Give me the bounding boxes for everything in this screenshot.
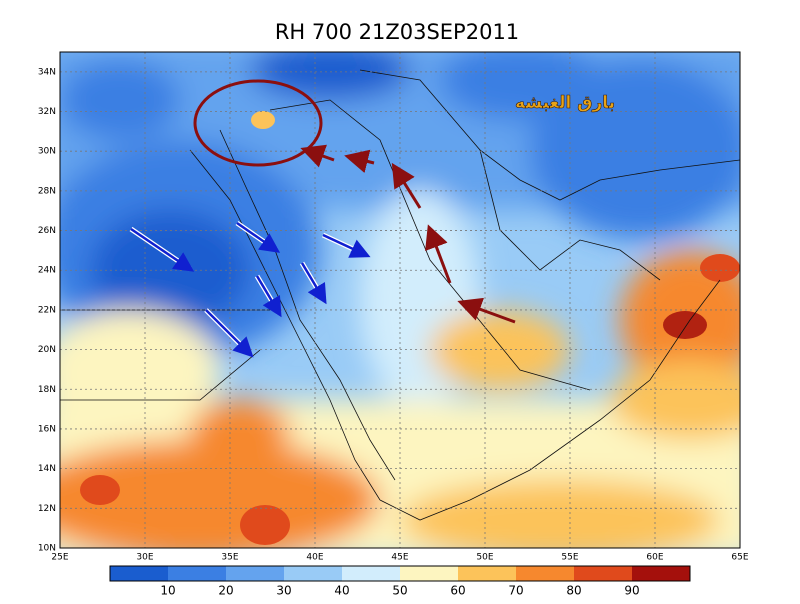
lat-label: 34N <box>38 67 56 77</box>
map-frame <box>59 51 741 549</box>
colorbar-swatch <box>458 566 516 581</box>
colorbar-label: 50 <box>392 584 407 598</box>
lon-label: 40E <box>306 553 323 563</box>
lat-label: 24N <box>38 266 56 276</box>
lat-label: 10N <box>38 544 56 554</box>
lon-label: 35E <box>221 553 238 563</box>
lon-label: 30E <box>136 553 153 563</box>
colorbar-swatch <box>632 566 690 581</box>
lon-label: 25E <box>51 553 68 563</box>
colorbar-label: 40 <box>334 584 349 598</box>
rh-field <box>60 52 740 548</box>
colorbar-label: 60 <box>450 584 465 598</box>
watermark: بارق الغبشه <box>515 93 615 113</box>
colorbar-label: 10 <box>160 584 175 598</box>
lat-label: 18N <box>38 385 56 395</box>
colorbar-swatch <box>342 566 400 581</box>
lon-label: 55E <box>561 553 578 563</box>
colorbar-swatch <box>284 566 342 581</box>
lat-label: 26N <box>38 226 56 236</box>
blue-arrows <box>130 221 371 358</box>
lon-label: 60E <box>646 553 663 563</box>
lat-label: 30N <box>38 147 56 157</box>
colorbar: 10 20 30 40 50 60 70 80 90 <box>109 565 691 598</box>
colorbar-swatch <box>516 566 574 581</box>
colorbar-swatch <box>400 566 458 581</box>
colorbar-swatch <box>574 566 632 581</box>
lon-label: 65E <box>731 553 748 563</box>
colorbar-swatch <box>168 566 226 581</box>
colorbar-frame <box>109 565 691 582</box>
colorbar-swatch <box>226 566 284 581</box>
red-arrows <box>300 144 516 324</box>
colorbar-label: 80 <box>566 584 581 598</box>
colorbar-label: 20 <box>218 584 233 598</box>
colorbar-label: 90 <box>624 584 639 598</box>
highlight-circle <box>193 79 323 167</box>
lat-label: 28N <box>38 186 56 196</box>
lat-label: 20N <box>38 345 56 355</box>
lat-label: 16N <box>38 424 56 434</box>
lat-label: 22N <box>38 305 56 315</box>
colorbar-label: 70 <box>508 584 523 598</box>
lon-label: 50E <box>476 553 493 563</box>
lat-label: 32N <box>38 107 56 117</box>
lat-label: 12N <box>38 504 56 514</box>
colorbar-label: 30 <box>276 584 291 598</box>
colorbar-swatch <box>110 566 168 581</box>
grid <box>60 52 740 548</box>
lon-label: 45E <box>391 553 408 563</box>
lat-label: 14N <box>38 464 56 474</box>
map-title: RH 700 21Z03SEP2011 <box>275 20 519 44</box>
